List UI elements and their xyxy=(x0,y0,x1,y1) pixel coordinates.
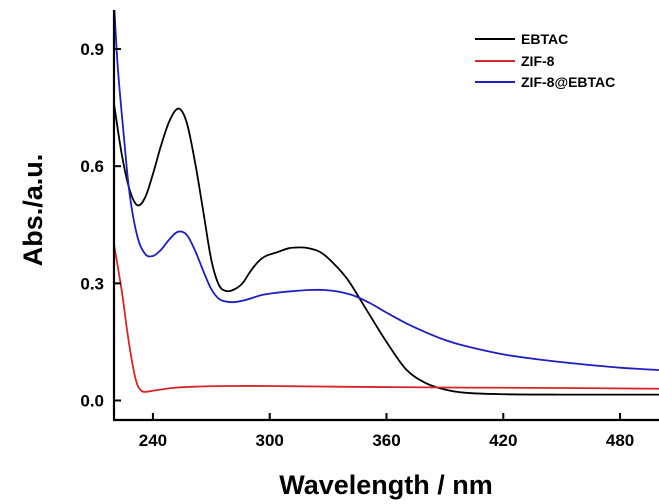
y-axis-title: Abs./a.u. xyxy=(18,154,48,267)
series-line-ebtac xyxy=(114,103,659,396)
x-tick-label: 360 xyxy=(372,431,400,450)
x-tick-label: 480 xyxy=(606,431,634,450)
x-tick-label: 300 xyxy=(256,431,284,450)
legend-label-zif8-ebtac: ZIF-8@EBTAC xyxy=(521,74,615,90)
legend-label-zif8: ZIF-8 xyxy=(521,53,555,69)
series-layer xyxy=(114,10,659,396)
legend: EBTAC ZIF-8 ZIF-8@EBTAC xyxy=(475,31,615,90)
x-axis-title: Wavelength / nm xyxy=(279,470,493,500)
tick-layer: 240 300 360 420 480 0.0 0.3 0.6 0.9 xyxy=(80,40,634,450)
y-tick-label: 0.9 xyxy=(80,40,104,59)
x-tick-label: 420 xyxy=(489,431,517,450)
series-line-zif8-ebtac xyxy=(114,10,659,371)
y-tick-label: 0.6 xyxy=(80,157,104,176)
y-tick-label: 0.3 xyxy=(80,274,104,293)
x-tick-label: 240 xyxy=(139,431,167,450)
legend-label-ebtac: EBTAC xyxy=(521,31,568,47)
series-line-zif8 xyxy=(114,244,659,393)
y-tick-label: 0.0 xyxy=(80,391,104,410)
